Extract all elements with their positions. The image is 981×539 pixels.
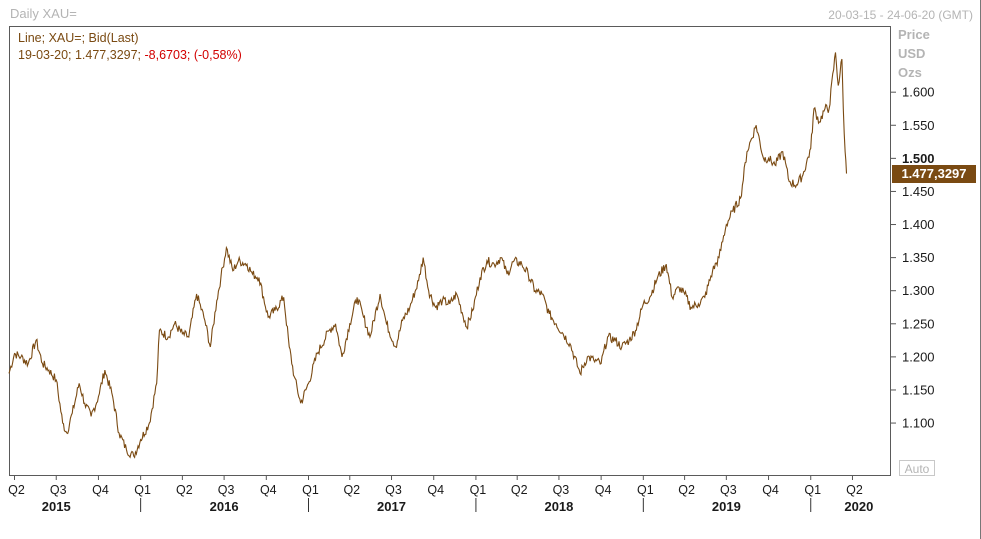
last-point-readout: 19-03-20; 1.477,3297; -8,6703; (-0,58%): [18, 48, 242, 62]
y-axis-header-unit: Ozs: [898, 65, 922, 80]
x-quarter-label: Q3: [385, 483, 402, 497]
x-quarter-label: Q2: [678, 483, 695, 497]
y-tick-label: 1.350: [902, 250, 935, 265]
x-quarter-label: Q1: [470, 483, 487, 497]
x-quarter-label: Q3: [218, 483, 235, 497]
x-quarter-label: Q4: [92, 483, 109, 497]
x-quarter-label: Q2: [846, 483, 863, 497]
x-year-label: 2016: [210, 499, 239, 514]
x-quarter-label: Q2: [343, 483, 360, 497]
x-quarter-label: Q1: [302, 483, 319, 497]
x-year-label: 2019: [712, 499, 741, 514]
y-axis-header-price: Price: [898, 27, 930, 42]
x-quarter-label: Q4: [762, 483, 779, 497]
x-year-label: 2015: [42, 499, 71, 514]
readout-change: -8,6703; (-0,58%): [144, 48, 242, 62]
x-quarter-label: Q4: [427, 483, 444, 497]
y-tick-label: 1.300: [902, 283, 935, 298]
x-quarter-label: Q2: [176, 483, 193, 497]
y-tick-label: 1.600: [902, 85, 935, 100]
last-value-tag: 1.477,3297: [892, 164, 976, 183]
x-quarter-label: Q3: [50, 483, 67, 497]
x-axis[interactable]: Q2 Q3 Q4 Q1 Q2 Q3 Q4 Q1 Q2 Q3 Q4 Q1 Q2 Q3 Q4 Q1 Q2 Q3 Q4 Q1…: [8, 476, 873, 514]
date-range-label: 20-03-15 - 24-06-20 (GMT): [828, 8, 973, 22]
x-quarter-label: Q3: [720, 483, 737, 497]
readout-value: 19-03-20; 1.477,3297;: [18, 48, 145, 62]
y-axis-header-currency: USD: [898, 46, 926, 61]
series-legend: Line; XAU=; Bid(Last): [18, 31, 139, 45]
y-axis[interactable]: 1.100 1.150 1.200 1.250 1.300 1.350 1.400 1.450…: [891, 85, 935, 431]
y-tick-label: 1.450: [902, 184, 935, 199]
y-tick-label: 1.150: [902, 382, 935, 397]
x-year-label: 2017: [377, 499, 406, 514]
x-quarter-label: Q4: [260, 483, 277, 497]
x-quarter-label: Q4: [595, 483, 612, 497]
y-tick-label: 1.550: [902, 118, 935, 133]
y-tick-label: 1.400: [902, 217, 935, 232]
x-quarter-label: Q1: [637, 483, 654, 497]
y-tick-label: 1.200: [902, 349, 935, 364]
x-year-label: 2020: [844, 499, 873, 514]
x-quarter-label: Q1: [804, 483, 821, 497]
x-year-label: 2018: [544, 499, 573, 514]
x-quarter-label: Q2: [8, 483, 25, 497]
x-quarter-label: Q1: [134, 483, 151, 497]
x-quarter-label: Q2: [511, 483, 528, 497]
auto-scale-button[interactable]: Auto: [899, 460, 935, 476]
y-tick-label: 1.250: [902, 316, 935, 331]
y-tick-label: 1.100: [902, 416, 935, 431]
x-quarter-label: Q3: [553, 483, 570, 497]
plot-area[interactable]: [9, 26, 891, 476]
chart-title: Daily XAU=: [10, 6, 77, 21]
